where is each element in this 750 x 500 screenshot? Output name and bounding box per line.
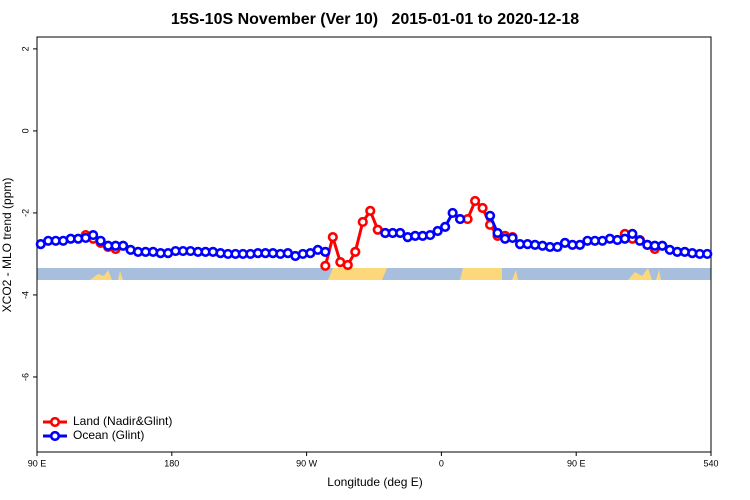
legend-label: Ocean (Glint) <box>73 428 144 442</box>
data-point <box>327 232 338 243</box>
legend-marker <box>49 430 61 442</box>
data-point <box>350 246 361 257</box>
data-point <box>627 228 638 239</box>
data-point <box>447 207 458 219</box>
data-point <box>320 246 331 257</box>
y-tick-label: -4 <box>20 291 30 299</box>
x-tick-label: 540 <box>703 458 718 468</box>
y-tick-label: 0 <box>20 128 30 133</box>
legend-marker <box>49 416 61 428</box>
land-mask-strip <box>37 268 711 280</box>
data-point <box>634 235 645 246</box>
plot-frame <box>36 36 712 453</box>
data-point <box>357 216 368 228</box>
data-point <box>365 205 376 216</box>
data-point <box>455 213 466 225</box>
y-tick-label: 2 <box>20 46 30 51</box>
data-point <box>702 248 713 260</box>
data-point <box>95 235 106 246</box>
legend-label: Land (Nadir&Glint) <box>73 414 172 428</box>
y-tick-label: -6 <box>20 373 30 381</box>
data-point <box>492 227 503 239</box>
data-point <box>320 260 331 271</box>
x-tick-label: 90 W <box>296 458 318 468</box>
data-point <box>657 240 668 251</box>
x-tick-label: 0 <box>439 458 444 468</box>
x-tick-label: 90 E <box>567 458 586 468</box>
data-point <box>470 195 481 207</box>
data-point <box>574 239 586 251</box>
x-tick-label: 90 E <box>28 458 47 468</box>
data-point <box>342 259 353 271</box>
y-tick-label: -2 <box>20 209 30 217</box>
data-point <box>552 241 563 253</box>
x-axis-label: Longitude (deg E) <box>327 475 422 489</box>
data-point <box>88 229 99 241</box>
y-axis-label: XCO2 - MLO trend (ppm) <box>0 178 14 313</box>
data-point <box>619 233 630 244</box>
data-point <box>425 229 436 241</box>
data-point <box>484 210 496 221</box>
data-point <box>432 225 443 237</box>
data-point <box>440 221 451 232</box>
chart-title: 15S-10S November (Ver 10) 2015-01-01 to … <box>171 11 579 28</box>
data-point <box>395 227 406 239</box>
data-point <box>507 232 518 244</box>
data-point <box>118 240 129 251</box>
data-point <box>477 202 488 214</box>
x-tick-label: 180 <box>164 458 179 468</box>
